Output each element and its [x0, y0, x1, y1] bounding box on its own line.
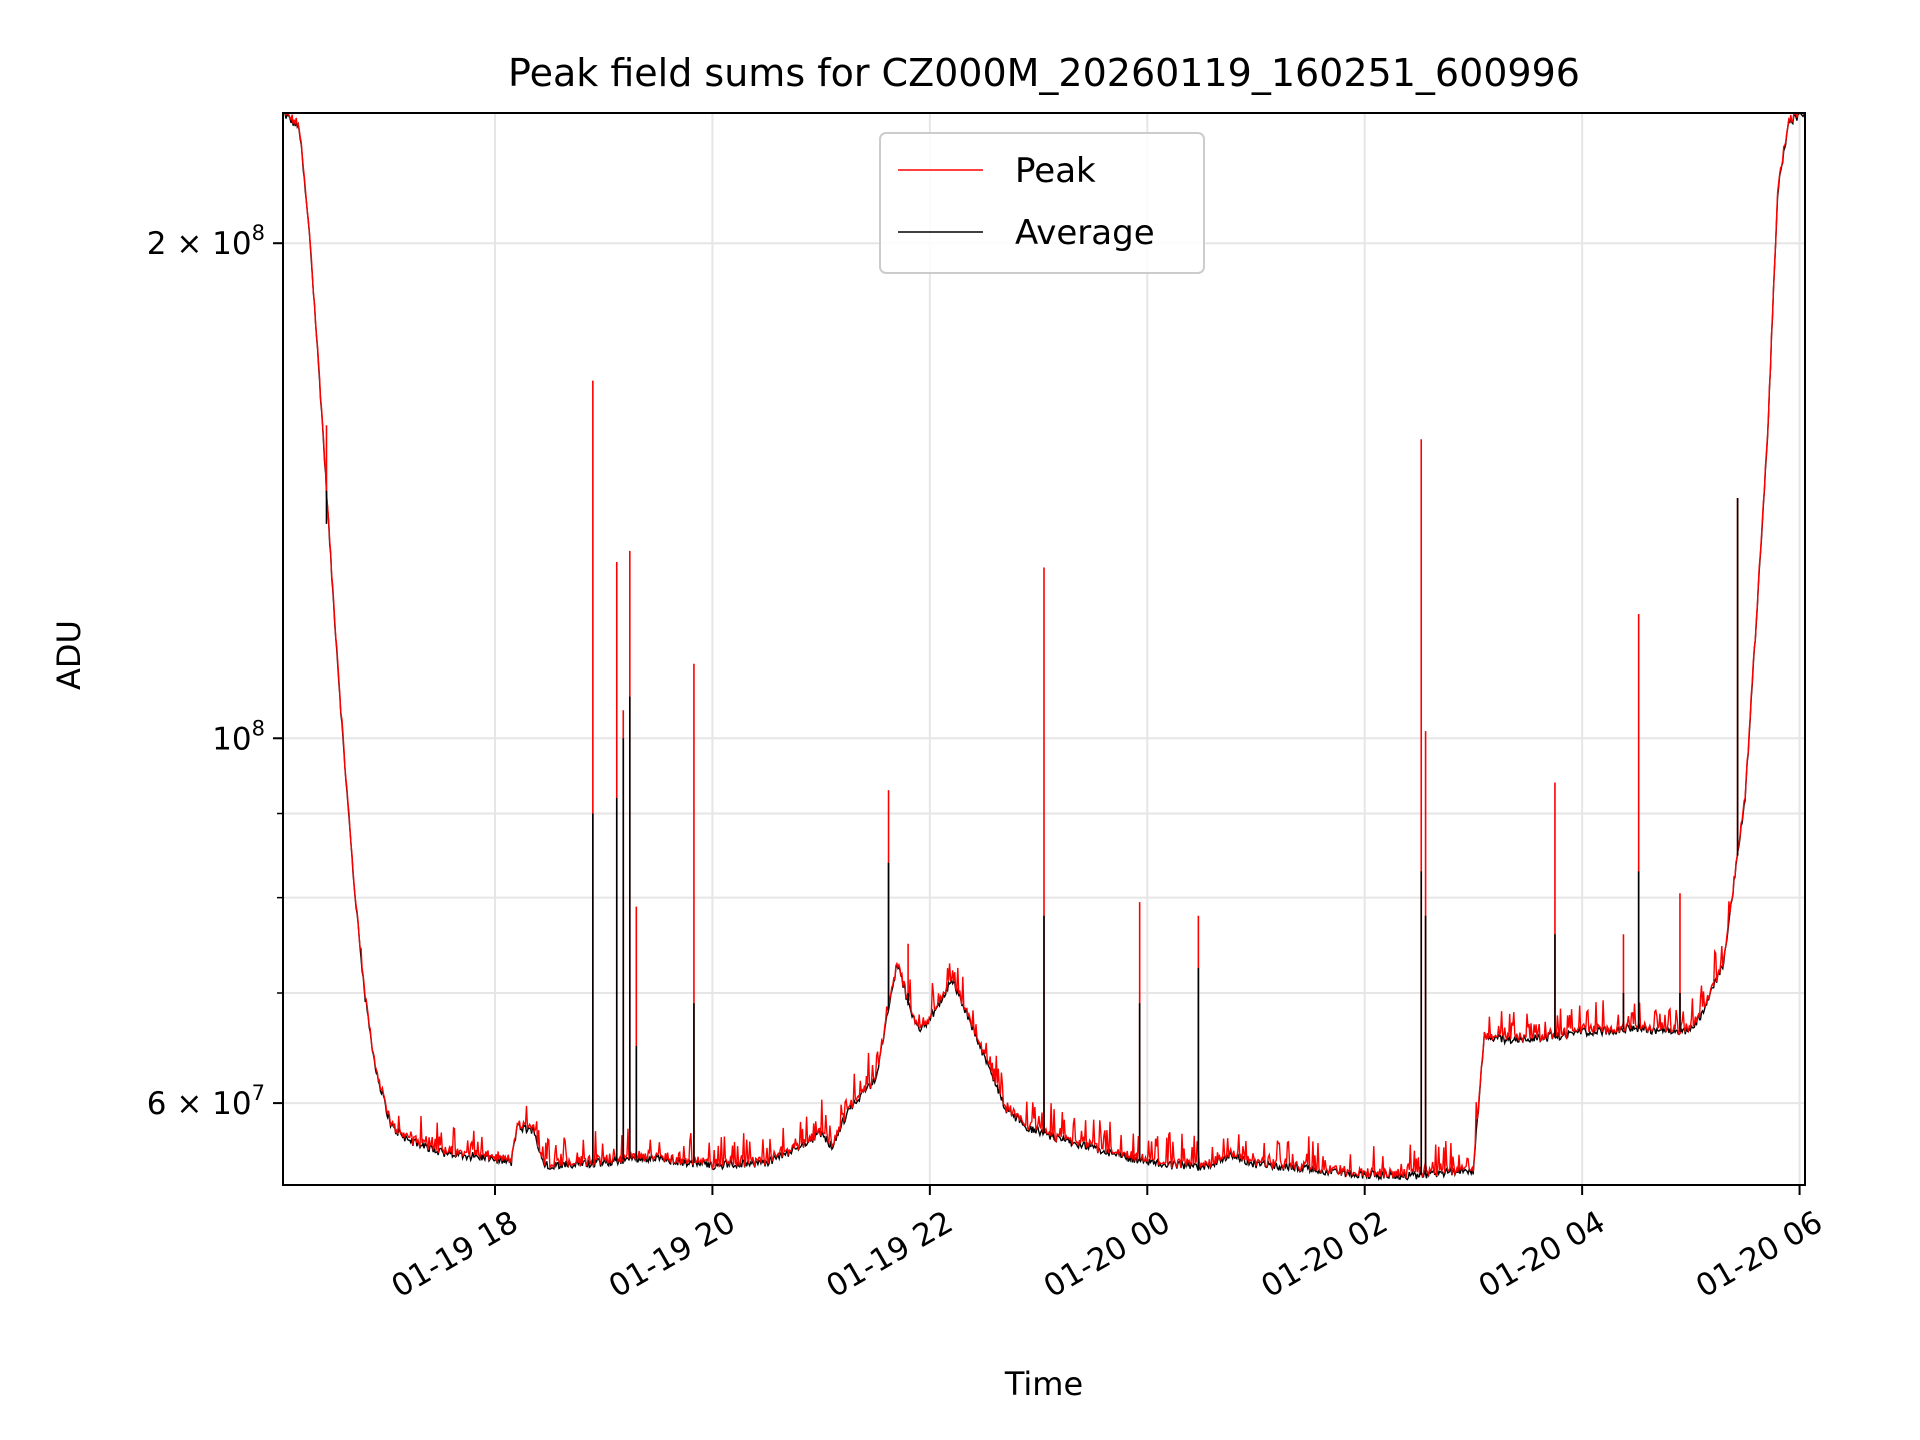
y-tick-label: 108 [212, 716, 265, 757]
chart-title: Peak field sums for CZ000M_20260119_1602… [508, 51, 1580, 95]
y-axis-label: ADU [50, 620, 88, 690]
y-axis-ticks: 6 × 107 108 2 × 108 [147, 221, 283, 1122]
x-axis-label: Time [1004, 1365, 1083, 1403]
y-tick-label: 6 × 107 [147, 1081, 265, 1122]
plot-frame [282, 112, 1806, 1186]
y-tick-label: 2 × 108 [147, 221, 265, 262]
legend-box [879, 132, 1205, 274]
legend: Peak Average [879, 132, 1205, 274]
legend-label-average: Average [1015, 213, 1155, 253]
average-series-spikes [325, 490, 1739, 1175]
legend-label-peak: Peak [1015, 151, 1096, 191]
